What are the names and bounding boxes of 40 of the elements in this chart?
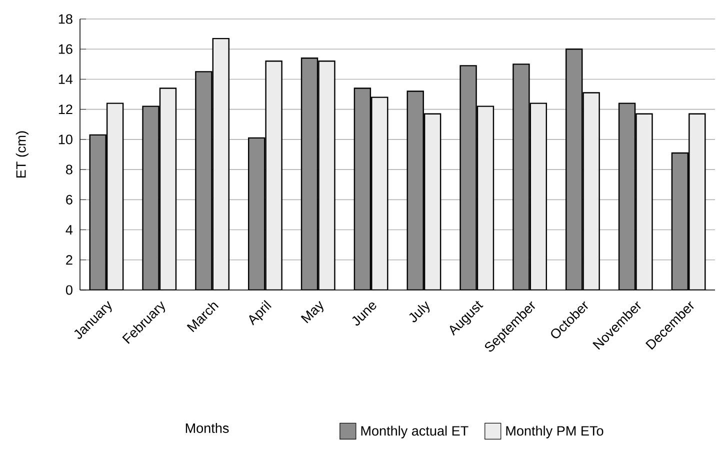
bar <box>89 134 106 290</box>
bar <box>512 64 530 290</box>
legend-label: Monthly PM ETo <box>506 426 604 438</box>
y-tick-label: 2 <box>66 255 72 265</box>
bar <box>618 102 636 290</box>
y-tick-label: 12 <box>58 104 72 114</box>
bar <box>688 113 706 290</box>
text: Months <box>186 423 229 433</box>
bar <box>671 152 689 290</box>
y-tick-label: 10 <box>58 134 72 144</box>
bar <box>566 48 583 290</box>
y-tick-label: 8 <box>66 164 72 174</box>
bar <box>354 88 372 290</box>
x-tick-label: May <box>300 300 324 324</box>
y-tick-label: 0 <box>66 285 72 295</box>
bar <box>300 58 318 290</box>
bar <box>371 96 388 290</box>
bar <box>195 71 212 290</box>
y-tick-label: 14 <box>58 74 73 84</box>
y-tick-label: 16 <box>58 44 72 54</box>
y-tick-label: 4 <box>66 225 73 234</box>
bar <box>265 60 282 290</box>
bar <box>106 102 124 290</box>
bar <box>248 137 266 290</box>
bar <box>530 102 547 290</box>
bar <box>142 106 160 290</box>
y-tick-label: 18 <box>58 14 72 24</box>
bar <box>406 90 424 290</box>
bar <box>636 113 653 290</box>
bar <box>476 106 494 290</box>
x-tick-label: July <box>409 301 430 322</box>
bar <box>159 88 177 290</box>
bar <box>460 65 477 290</box>
y-axis-title: ET (cm) <box>16 131 29 178</box>
legend-label: Monthly actual ET <box>361 426 468 438</box>
bar <box>582 92 600 290</box>
bar <box>212 38 230 290</box>
bar <box>424 113 442 290</box>
y-tick-label: 6 <box>66 194 72 204</box>
bar <box>318 60 336 290</box>
